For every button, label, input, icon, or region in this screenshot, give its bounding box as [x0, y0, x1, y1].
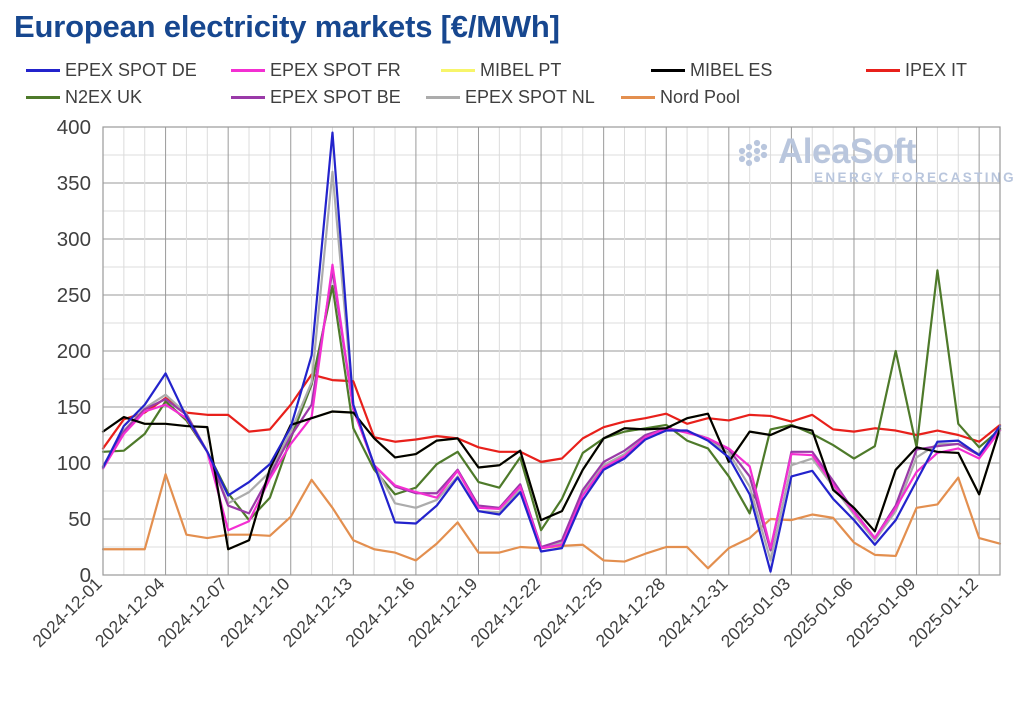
- legend-item-nord-pool[interactable]: Nord Pool: [621, 84, 740, 111]
- legend-item-mibel-es[interactable]: MIBEL ES: [651, 57, 772, 84]
- series-line-ipex-it: [101, 373, 1002, 463]
- legend-label: EPEX SPOT BE: [270, 87, 401, 107]
- watermark-title: AleaSoft: [778, 132, 917, 171]
- watermark-dot: [753, 155, 761, 163]
- plot-border: [102, 126, 1001, 576]
- y-tick-label: 200: [57, 340, 91, 363]
- legend-color-swatch: [426, 96, 460, 99]
- legend-label: EPEX SPOT DE: [65, 60, 197, 80]
- y-tick-label: 50: [68, 508, 91, 531]
- legend-color-swatch: [651, 69, 685, 72]
- series-line-mibel-es: [101, 410, 1002, 551]
- series-line-epex-spot-de: [101, 131, 1002, 573]
- x-axis-ticks: 2024-12-012024-12-042024-12-072024-12-10…: [28, 573, 982, 651]
- watermark-dot: [760, 151, 768, 159]
- legend-item-epex-spot-be[interactable]: EPEX SPOT BE: [231, 84, 401, 111]
- y-axis-ticks: 0 50 100 150 200 250 300 350 400: [57, 116, 91, 587]
- series-line-epex-spot-fr: [101, 263, 1002, 550]
- data-series-group: [101, 131, 1002, 573]
- page-title: European electricity markets [€/MWh]: [14, 9, 560, 44]
- legend-color-swatch: [26, 69, 60, 72]
- y-tick-label: 0: [80, 564, 91, 587]
- legend-color-swatch: [866, 69, 900, 72]
- legend-item-ipex-it[interactable]: IPEX IT: [866, 57, 967, 84]
- legend-row: N2EX UK EPEX SPOT BE EPEX SPOT NL Nord Pool: [26, 84, 1006, 111]
- legend-color-swatch: [231, 96, 265, 99]
- legend-item-epex-spot-fr[interactable]: EPEX SPOT FR: [231, 57, 401, 84]
- chart-legend: EPEX SPOT DE EPEX SPOT FR MIBEL PT MIBEL ES…: [26, 57, 1006, 111]
- legend-row: EPEX SPOT DE EPEX SPOT FR MIBEL PT MIBEL ES…: [26, 57, 1006, 84]
- watermark-dot: [753, 147, 761, 155]
- watermark-dot: [753, 139, 761, 147]
- legend-color-swatch: [231, 69, 265, 72]
- watermark-dot: [745, 143, 753, 151]
- y-tick-label: 250: [57, 284, 91, 307]
- legend-label: EPEX SPOT FR: [270, 60, 401, 80]
- legend-color-swatch: [26, 96, 60, 99]
- y-tick-label: 100: [57, 452, 91, 475]
- legend-color-swatch: [441, 69, 475, 72]
- watermark-tagline: ENERGY FORECASTING: [814, 170, 1016, 185]
- legend-label: N2EX UK: [65, 87, 143, 107]
- legend-color-swatch: [621, 96, 655, 99]
- watermark-dot: [738, 147, 746, 155]
- legend-label: MIBEL PT: [480, 60, 562, 80]
- series-line-epex-spot-nl: [101, 170, 1002, 562]
- legend-label: EPEX SPOT NL: [465, 87, 595, 107]
- legend-item-epex-spot-nl[interactable]: EPEX SPOT NL: [426, 84, 595, 111]
- watermark-dot: [760, 143, 768, 151]
- y-tick-label: 350: [57, 172, 91, 195]
- y-tick-label: 300: [57, 228, 91, 251]
- y-tick-label: 400: [57, 116, 91, 139]
- watermark-dot: [738, 155, 746, 163]
- legend-item-mibel-pt[interactable]: MIBEL PT: [441, 57, 561, 84]
- legend-item-epex-spot-de[interactable]: EPEX SPOT DE: [26, 57, 197, 84]
- legend-label: MIBEL ES: [690, 60, 773, 80]
- legend-label: Nord Pool: [660, 87, 741, 107]
- legend-label: IPEX IT: [905, 60, 968, 80]
- watermark-dot: [745, 159, 753, 167]
- watermark-dot: [745, 151, 753, 159]
- legend-item-n2ex-uk[interactable]: N2EX UK: [26, 84, 142, 111]
- y-tick-label: 150: [57, 396, 91, 419]
